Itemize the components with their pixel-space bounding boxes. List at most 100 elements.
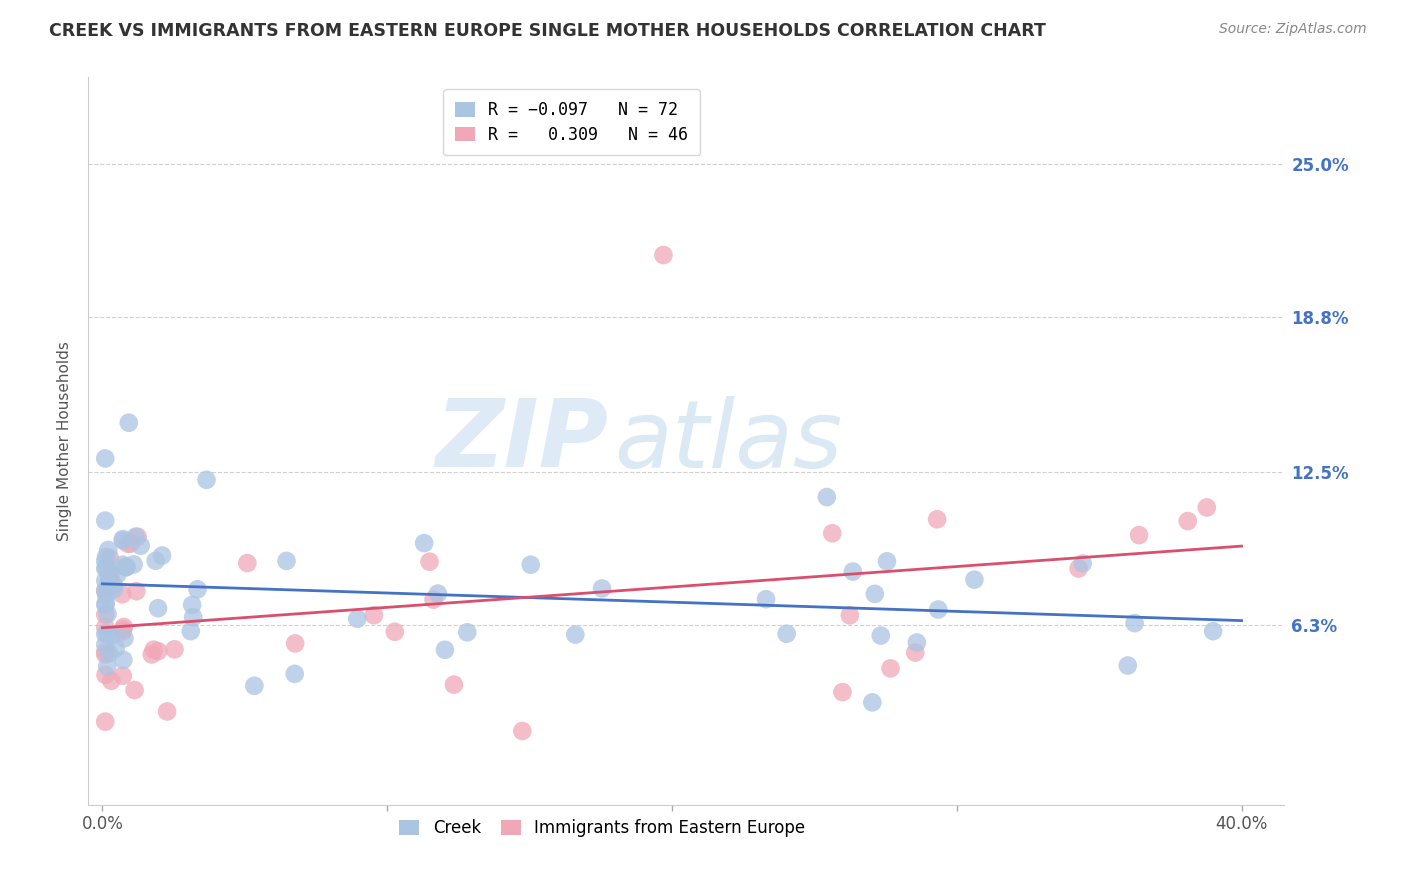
Point (879, 661, 901, 675)
Point (96, 659, 118, 673)
Point (94, 583, 117, 598)
Point (117, 536, 139, 550)
Point (842, 565, 865, 579)
Point (94, 596, 117, 610)
Point (94, 598, 117, 612)
Point (112, 653, 135, 667)
Point (180, 624, 202, 639)
Point (103, 577, 125, 591)
Point (904, 646, 927, 660)
Point (94, 648, 117, 662)
Point (927, 512, 949, 526)
Text: ZIP: ZIP (436, 395, 609, 487)
Point (120, 537, 142, 551)
Point (127, 530, 149, 544)
Point (456, 625, 478, 640)
Point (243, 679, 266, 693)
Point (838, 608, 860, 623)
Point (94, 645, 117, 659)
Point (96, 607, 118, 621)
Point (1177, 514, 1199, 528)
Legend: Creek, Immigrants from Eastern Europe: Creek, Immigrants from Eastern Europe (392, 813, 813, 844)
Text: CREEK VS IMMIGRANTS FROM EASTERN EUROPE SINGLE MOTHER HOUSEHOLDS CORRELATION CHA: CREEK VS IMMIGRANTS FROM EASTERN EUROPE … (49, 22, 1046, 40)
Point (115, 560, 138, 574)
Point (776, 626, 799, 640)
Point (591, 582, 613, 596)
Point (1071, 557, 1094, 571)
Point (150, 549, 173, 563)
Point (124, 683, 146, 698)
Point (112, 622, 135, 636)
Point (519, 558, 541, 572)
Point (115, 560, 138, 574)
Point (125, 584, 148, 599)
Point (821, 526, 844, 541)
Point (146, 601, 169, 615)
Point (94, 620, 117, 634)
Point (98, 550, 121, 565)
Point (363, 608, 385, 623)
Point (181, 598, 204, 612)
Point (111, 533, 134, 548)
Point (100, 628, 122, 642)
Point (876, 554, 898, 568)
Point (94, 627, 117, 641)
Text: atlas: atlas (614, 396, 842, 487)
Point (94, 638, 117, 652)
Point (413, 536, 436, 550)
Point (433, 642, 456, 657)
Point (98, 576, 121, 591)
Point (111, 669, 134, 683)
Point (100, 566, 122, 581)
Point (118, 416, 141, 430)
Point (863, 587, 886, 601)
Point (1067, 561, 1090, 575)
Point (418, 555, 440, 569)
Y-axis label: Single Mother Households: Single Mother Households (58, 342, 72, 541)
Point (94, 607, 117, 622)
Point (111, 587, 134, 601)
Point (96, 589, 118, 603)
Point (422, 592, 444, 607)
Point (815, 490, 838, 504)
Point (905, 635, 928, 649)
Point (1128, 528, 1150, 542)
Point (443, 678, 465, 692)
Point (141, 648, 163, 662)
Point (94, 668, 117, 682)
Point (384, 624, 406, 639)
Point (94, 514, 117, 528)
Point (94, 574, 117, 588)
Point (105, 567, 128, 582)
Point (100, 574, 122, 589)
Point (510, 724, 533, 739)
Point (94, 561, 117, 575)
Point (564, 627, 586, 641)
Point (755, 592, 778, 607)
Point (831, 685, 853, 699)
Point (111, 624, 134, 639)
Point (103, 582, 125, 597)
Point (112, 620, 135, 634)
Point (163, 642, 186, 657)
Point (97, 574, 120, 589)
Point (96, 626, 118, 640)
Point (276, 554, 298, 568)
Point (122, 558, 145, 572)
Point (860, 695, 883, 709)
Point (156, 705, 179, 719)
Point (98, 566, 121, 581)
Point (284, 636, 307, 650)
Point (145, 554, 167, 568)
Point (426, 586, 449, 600)
Point (1123, 616, 1146, 631)
Point (142, 642, 165, 657)
Point (284, 666, 307, 681)
Point (1116, 658, 1139, 673)
Point (97, 579, 120, 593)
Point (125, 530, 148, 544)
Text: Source: ZipAtlas.com: Source: ZipAtlas.com (1219, 22, 1367, 37)
Point (94, 554, 117, 568)
Point (94, 549, 117, 564)
Point (94, 451, 117, 466)
